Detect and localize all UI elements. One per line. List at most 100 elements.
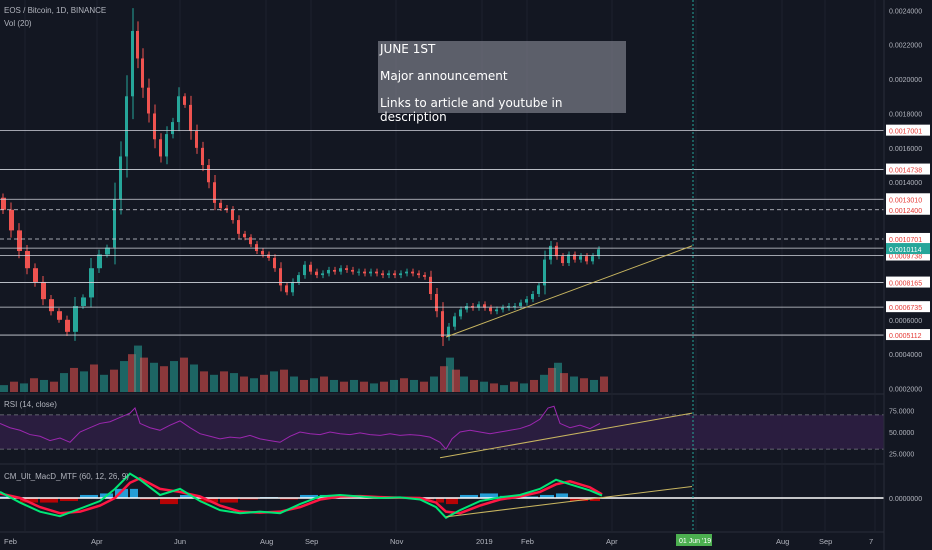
volume-bar bbox=[590, 379, 598, 392]
volume-bar bbox=[520, 383, 528, 392]
level-label-box bbox=[886, 203, 930, 215]
candle-body bbox=[555, 245, 558, 257]
candle-body bbox=[273, 257, 276, 269]
price-tick-label: 0.0006000 bbox=[889, 318, 922, 325]
x-tick-label: Aug bbox=[776, 537, 789, 546]
candle-body bbox=[189, 104, 192, 131]
candle-body bbox=[351, 269, 354, 272]
macd-trendline bbox=[445, 485, 693, 518]
x-tick-label: Aug bbox=[260, 537, 273, 546]
volume-bar bbox=[480, 381, 488, 392]
volume-bar bbox=[570, 376, 578, 392]
level-label: 0.0012400 bbox=[889, 208, 922, 215]
macd-tick-label: 0.0000000 bbox=[889, 496, 922, 503]
candle-body bbox=[131, 30, 134, 97]
volume-bar bbox=[40, 379, 48, 392]
candle-body bbox=[321, 273, 324, 276]
x-tick-label: Jun bbox=[174, 537, 186, 546]
volume-bar bbox=[310, 378, 318, 392]
announcement-box[interactable]: JUNE 1ST Major announcement Links to art… bbox=[378, 41, 626, 124]
volume-bar bbox=[110, 369, 118, 392]
rsi-pane bbox=[0, 405, 884, 459]
volume-bar bbox=[390, 379, 398, 392]
macd-line bbox=[0, 472, 603, 520]
volume-bars bbox=[0, 345, 608, 392]
candle-body bbox=[97, 254, 102, 269]
symbol-title: EOS / Bitcoin, 1D, BINANCE bbox=[4, 6, 107, 15]
date-marker-label: 01 Jun '19 bbox=[679, 538, 711, 545]
macd-histogram-bar bbox=[130, 488, 138, 498]
rsi-line bbox=[0, 405, 601, 450]
level-label: 0.0017001 bbox=[889, 129, 922, 136]
candle-body bbox=[585, 256, 588, 262]
volume-bar bbox=[140, 357, 148, 392]
volume-bar bbox=[360, 381, 368, 392]
volume-bar bbox=[440, 366, 448, 392]
candle-body bbox=[9, 209, 14, 231]
volume-bar bbox=[0, 385, 8, 392]
macd-histogram-bar bbox=[556, 493, 568, 498]
candle-body bbox=[105, 247, 110, 255]
macd-histogram-bar bbox=[300, 494, 318, 498]
candle-body bbox=[177, 96, 180, 123]
rsi-tick-label: 50.0000 bbox=[889, 430, 914, 437]
candle-body bbox=[525, 299, 528, 303]
announcement-description: Links to article and youtube in descript… bbox=[380, 96, 563, 124]
candle-body bbox=[315, 271, 318, 276]
price-tick-label: 0.0016000 bbox=[889, 146, 922, 153]
macd-pane bbox=[0, 472, 884, 520]
volume-bar bbox=[210, 374, 218, 392]
candle-body bbox=[435, 294, 438, 312]
candle-body bbox=[141, 58, 144, 88]
price-tick-label: 0.0004000 bbox=[889, 352, 922, 359]
candle-body bbox=[423, 275, 426, 277]
x-tick-label: Sep bbox=[305, 537, 318, 546]
candle-body bbox=[119, 156, 122, 200]
macd-histogram-bar bbox=[160, 498, 178, 505]
volume-bar bbox=[380, 381, 388, 392]
candle-body bbox=[357, 271, 360, 273]
x-tick-label: Apr bbox=[91, 537, 103, 546]
level-label-box bbox=[886, 276, 930, 288]
rsi-tick-label: 25.0000 bbox=[889, 451, 914, 458]
price-trendline bbox=[445, 245, 693, 338]
candle-body bbox=[579, 256, 582, 260]
macd-label: CM_Ult_MacD_MTF (60, 12, 26, 9) bbox=[4, 472, 129, 481]
rsi-tick-label: 75.0000 bbox=[889, 409, 914, 416]
candle-body bbox=[1, 197, 6, 210]
candle-body bbox=[249, 237, 252, 245]
volume-bar bbox=[30, 378, 38, 392]
candle-body bbox=[171, 122, 174, 135]
volume-bar bbox=[554, 362, 562, 392]
candle-body bbox=[411, 271, 414, 274]
candle-body bbox=[327, 269, 330, 274]
candle-body bbox=[477, 304, 480, 308]
candle-body bbox=[73, 306, 78, 332]
volume-bar bbox=[50, 381, 58, 392]
rsi-band bbox=[0, 414, 884, 450]
macd-histogram-bar bbox=[20, 498, 38, 503]
candle-body bbox=[285, 285, 288, 293]
candle-body bbox=[113, 199, 116, 248]
volume-bar bbox=[280, 369, 288, 392]
candle-body bbox=[369, 271, 372, 274]
candle-body bbox=[393, 273, 396, 276]
macd-histogram-bar bbox=[140, 498, 158, 500]
volume-bar bbox=[548, 367, 556, 392]
macd-histogram-bar bbox=[60, 498, 78, 502]
candle-body bbox=[136, 30, 139, 59]
horizontal-levels[interactable]: 0.0017001 0.0014738 0.0013010 0.0012400 0.00… bbox=[0, 124, 930, 341]
candle-body bbox=[561, 256, 564, 264]
macd-histogram-bar bbox=[220, 498, 238, 503]
volume-bar bbox=[250, 378, 258, 392]
candle-body bbox=[65, 319, 70, 332]
macd-histogram-bar bbox=[240, 498, 258, 500]
volume-bar bbox=[120, 361, 128, 392]
candle-body bbox=[549, 245, 552, 260]
candle-body bbox=[41, 281, 46, 300]
last-price-badge bbox=[886, 243, 930, 255]
candle-body bbox=[597, 249, 600, 257]
candle-body bbox=[495, 309, 498, 312]
volume-bar bbox=[490, 383, 498, 392]
